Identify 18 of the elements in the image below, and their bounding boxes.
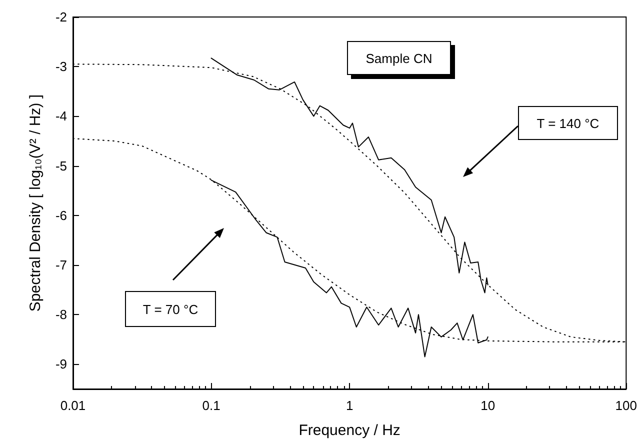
y-tick-label: -5	[55, 158, 67, 174]
x-tick-label: 1	[346, 398, 354, 413]
x-axis-title: Frequency / Hz	[298, 422, 400, 439]
x-tick-label: 100	[615, 398, 638, 413]
y-tick-label: -9	[55, 356, 67, 372]
x-tick-label: 10	[480, 398, 496, 413]
y-tick-label: -4	[55, 108, 67, 124]
annotation: Sample CN	[347, 41, 451, 75]
x-tick-label: 0.01	[60, 398, 86, 413]
y-tick-label: -2	[55, 10, 67, 24]
y-tick-label: -3	[55, 59, 67, 74]
x-tick-label: 0.1	[202, 398, 220, 413]
annotation: T = 70 °C	[125, 291, 216, 327]
y-axis-title: Spectral Density [ log₁₀(V² / Hz) ]	[27, 94, 44, 312]
y-tick-label: -8	[55, 307, 67, 322]
y-tick-label: -6	[55, 208, 67, 223]
y-tick-label: -7	[55, 258, 67, 272]
annotation: T = 140 °C	[518, 106, 618, 140]
